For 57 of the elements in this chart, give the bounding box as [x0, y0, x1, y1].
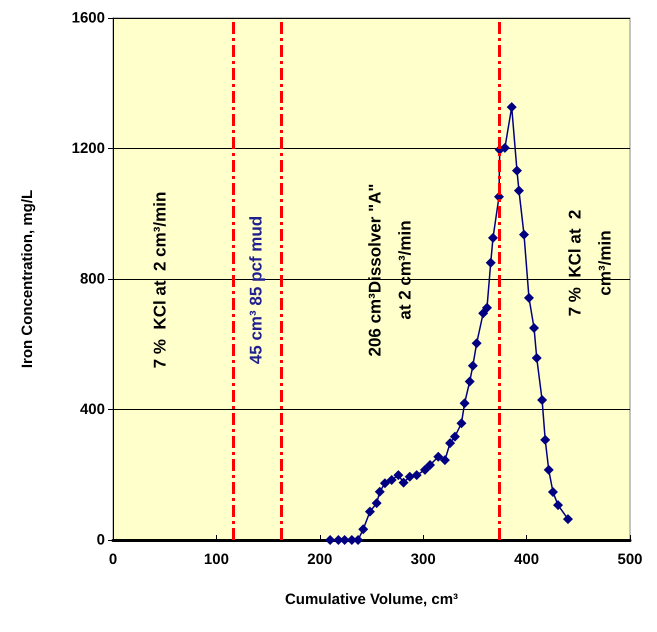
point	[478, 308, 488, 318]
point	[468, 360, 478, 371]
point	[460, 398, 470, 408]
point	[380, 478, 390, 488]
x-axis-title: Cumulative Volume, cm³	[284, 591, 458, 608]
y-tick-label: 800	[80, 270, 105, 288]
annotation: 45 cm³ 85 pcf mud	[246, 216, 266, 364]
point	[482, 302, 492, 313]
x-tick-label: 500	[617, 551, 643, 568]
y-tick-label: 1600	[72, 10, 105, 26]
point	[450, 432, 460, 442]
point	[445, 438, 456, 448]
point	[464, 376, 475, 386]
point	[512, 166, 522, 176]
point	[372, 498, 382, 508]
point	[374, 486, 385, 497]
point	[456, 418, 466, 428]
point	[506, 102, 517, 112]
annotation: 7 % KCl at 2 cm³/min	[150, 192, 170, 368]
point	[420, 464, 430, 475]
y-tick-label: 0	[96, 532, 105, 548]
point	[425, 460, 436, 470]
point	[393, 470, 404, 480]
point	[500, 142, 510, 153]
point	[540, 434, 550, 445]
point	[364, 506, 375, 517]
point	[486, 258, 496, 268]
point	[524, 292, 534, 303]
x-tick-label: 0	[108, 551, 118, 568]
annotation: 7 % KCl at 2 cm³/min	[566, 210, 614, 316]
x-tick-label: 400	[514, 551, 540, 568]
point	[514, 186, 524, 196]
y-axis-title: Iron Concentration, mg/L	[19, 190, 36, 368]
x-tick-label: 300	[410, 551, 436, 568]
point	[398, 478, 409, 488]
point	[433, 452, 444, 462]
point	[386, 474, 397, 485]
point	[544, 464, 554, 475]
x-tick-label: 100	[204, 551, 229, 568]
point	[325, 535, 336, 545]
y-tick-label: 1200	[72, 140, 105, 157]
point	[488, 232, 498, 243]
point	[404, 472, 415, 482]
point	[358, 524, 368, 534]
point	[562, 514, 573, 524]
point	[440, 455, 450, 466]
annotation: 206 cm³Dissolver "A" at 2 cm³/min	[366, 184, 414, 356]
point	[548, 487, 558, 498]
point	[529, 322, 540, 333]
point	[537, 395, 548, 406]
x-tick-label: 200	[307, 551, 332, 568]
point	[519, 230, 530, 240]
point	[472, 338, 482, 348]
y-tick-label: 400	[80, 401, 105, 418]
point	[553, 500, 564, 510]
point	[532, 352, 542, 363]
point	[412, 470, 422, 480]
